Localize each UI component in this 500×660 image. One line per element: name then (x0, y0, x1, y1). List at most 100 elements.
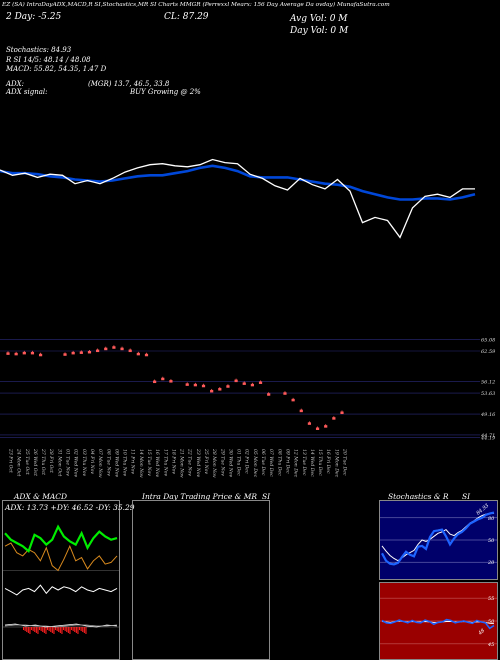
x-tick-label: 15 Thu Dec (317, 449, 323, 476)
macd-histogram-bar (32, 627, 34, 631)
macd-histogram-bar (53, 627, 55, 634)
x-tick-label: 12 Mon Dec (293, 449, 299, 478)
x-tick-label: 23 Fri Oct (8, 448, 14, 473)
macd-histogram-bar (35, 627, 37, 633)
x-tick-label: 09 Fri Dec (284, 449, 290, 474)
stoch-tick-label: 80 (488, 516, 495, 522)
x-tick-label: 20 Tue Dec (342, 448, 348, 476)
x-tick-label: 13 Tue Dec (301, 449, 307, 476)
x-tick-label: 01 Thu Dec (236, 449, 242, 476)
candle-body (218, 388, 222, 391)
candle-body (87, 350, 92, 354)
adx-lines-chart (3, 524, 119, 596)
y-tick-label: 56.12 (481, 379, 495, 385)
right-panel-si: SI (462, 492, 471, 501)
candle-body (234, 379, 238, 383)
x-tick-label: 10 Thu Nov (122, 449, 128, 477)
price-average-chart (0, 158, 476, 239)
candle-body (226, 385, 230, 388)
macd-histogram-bar (74, 627, 76, 632)
macd-histogram-bar (63, 627, 65, 630)
x-tick-label: 28 Mon Nov (211, 448, 217, 478)
x-tick-label: 14 Wed Dec (309, 449, 315, 477)
y-tick-label: 49.16 (480, 412, 496, 418)
adx-values: ADX: 13.73 +DY: 46.52 -DY: 35.29 (5, 503, 135, 512)
macd-histogram-bar (23, 627, 25, 630)
macd-histogram-bar (59, 627, 61, 633)
rsi-value-label: 48 (477, 628, 487, 637)
y-tick-label: 65.08 (481, 337, 495, 343)
x-tick-label: 09 Wed Nov (113, 449, 119, 478)
stat-stochastics: Stochastics: 84.93 (6, 46, 72, 54)
price-line (0, 158, 475, 239)
candle-body (332, 417, 336, 420)
macd-histogram-bar (26, 627, 28, 632)
candle-body (315, 427, 320, 431)
x-tick-label: 22 Tue Nov (187, 448, 193, 476)
macd-histogram-bar (39, 627, 41, 630)
macd-histogram-bar (58, 627, 60, 632)
x-tick-label: 03 Thu Nov (81, 449, 87, 477)
y-tick-label: 44.19 (480, 435, 496, 441)
x-tick-label: 14 Mon Nov (138, 449, 144, 478)
header-sub-mid: CL: 87.29 (164, 12, 209, 22)
adx-line (4, 584, 118, 596)
macd-histogram-bar (51, 627, 53, 633)
x-tick-label: 02 Fri Dec (244, 449, 250, 474)
candle-body (153, 380, 157, 384)
header-day-vol-line: Day Vol: 0 M (290, 26, 349, 36)
stat-buy-signal: BUY Growing @ 2% (130, 88, 201, 96)
candle-body (169, 380, 173, 383)
macd-signal-line (4, 624, 118, 628)
x-tick-label: 07 Wed Dec (268, 449, 274, 477)
candle-body (161, 377, 165, 381)
header-sub-left: 2 Day: -5.25 (6, 12, 62, 22)
macd-histogram-bar (56, 627, 58, 631)
macd-histogram-bar (64, 627, 66, 631)
x-tick-label: 08 Thu Dec (276, 449, 282, 476)
macd-histogram-bar (66, 627, 68, 632)
rsi-tick-label: 50 (488, 619, 495, 625)
candle-body (14, 352, 18, 356)
x-tick-label: 18 Fri Nov (170, 449, 176, 474)
macd-histogram-bar (79, 627, 81, 630)
stat-rsi: R SI 14/5: 48.14 / 48.08 (6, 56, 91, 64)
stoch-tick-label: 50 (488, 538, 495, 544)
x-tick-label: 25 Fri Nov (203, 448, 209, 474)
x-tick-label: 25 Tue Oct (24, 448, 30, 475)
candle-body (104, 347, 108, 351)
x-tick-label: 28 Fri Oct (48, 448, 54, 473)
macd-histogram-bar (82, 627, 84, 632)
x-tick-label: 21 Mon Nov (179, 448, 185, 478)
candle-body (136, 352, 140, 356)
x-tick-label: 24 Mon Oct (16, 448, 22, 477)
rsi-panel: 55 50 45 48 (379, 582, 498, 660)
candle-body (144, 353, 149, 357)
left-panel-title: ADX & MACD (14, 492, 68, 501)
candle-body (22, 351, 26, 355)
candle-body (112, 346, 116, 349)
header-top-line: EZ (SA) IntraDayADX,MACD,R SI,Stochastic… (2, 2, 390, 8)
stat-mgr: (MGR) 13.7, 46.5, 33.8 (88, 80, 170, 88)
macd-histogram-bar (45, 627, 47, 634)
x-tick-label: 11 Fri Nov (130, 449, 136, 474)
stoch-tick-label: 20 (487, 560, 495, 566)
macd-histogram-bar (31, 627, 33, 630)
x-tick-label: 31 Mon Oct (56, 449, 62, 477)
x-tick-label: 15 Tue Nov (146, 449, 152, 476)
candle-body (38, 353, 43, 357)
mid-panel-si: SI (262, 492, 271, 501)
right-panel-title: Stochastics & R (388, 492, 449, 501)
candle-body (340, 411, 344, 415)
x-tick-label: 17 Thu Nov (162, 449, 168, 477)
stoch-k-line (381, 511, 495, 566)
y-tick-label: 44.71 (480, 433, 495, 439)
header-vol-line: Avg Vol: 0 M (290, 14, 348, 24)
rsi-tick-label: 45 (487, 642, 494, 648)
candle-body (193, 383, 197, 387)
macd-histogram-bar (71, 627, 73, 630)
candle-body (250, 383, 254, 387)
x-tick-label: 02 Wed Nov (73, 449, 79, 478)
macd-histogram-bar (37, 627, 39, 634)
